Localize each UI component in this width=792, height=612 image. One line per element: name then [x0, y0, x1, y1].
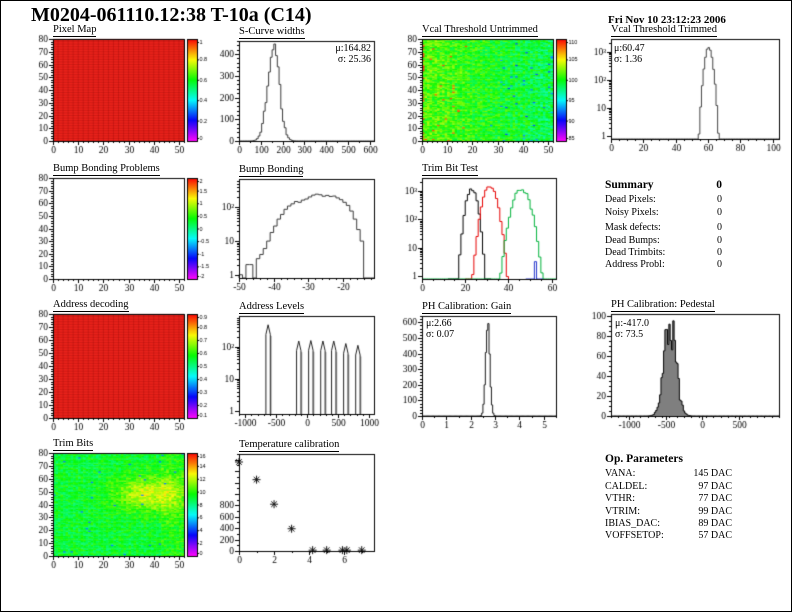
op-parameters-panel: Op. Parameters VANA: 145 DAC CALDEL: 97 DA… [605, 453, 732, 543]
stats-sigma: σ: 73.5 [615, 329, 644, 340]
chart-title-bump-bonding: Bump Bonding [239, 164, 304, 177]
summary-row-mask-defects: Mask defects: 0 [605, 222, 722, 234]
op-row-vana: VANA: 145 DAC [605, 468, 732, 480]
op-row-caldel: CALDEL: 97 DAC [605, 480, 732, 492]
chart-title-pixel-map: Pixel Map [53, 24, 97, 37]
summary-row-dead-pixels: Dead Pixels: 0 [605, 194, 722, 206]
chart-title-temperature-calibration: Temperature calibration [239, 439, 340, 452]
chart-pixel-map: Pixel Map [23, 23, 209, 161]
summary-heading: Summary [605, 179, 654, 191]
chart-title-trim-bit-test: Trim Bit Test [422, 163, 478, 176]
summary-row-address-probl: Address Probl: 0 [605, 259, 722, 271]
stats-sigma: σ: 0.07 [426, 329, 455, 340]
chart-title-address-decoding: Address decoding [53, 299, 129, 312]
op-parameters-heading: Op. Parameters [605, 453, 683, 465]
chart-ph-calibration-gain: PH Calibration: Gain [392, 300, 581, 436]
op-row-vtrim: VTRIM: 99 DAC [605, 505, 732, 517]
stats-mu: μ:60.47 [614, 43, 645, 54]
stats-ph-calibration-pedestal: μ:-417.0 σ: 73.5 [615, 318, 649, 340]
timestamp: Fri Nov 10 23:12:23 2006 [608, 14, 726, 26]
chart-bump-bonding-problems: Bump Bonding Problems [23, 162, 209, 299]
summary-row-dead-trimbits: Dead Trimbits: 0 [605, 247, 722, 259]
chart-title-vcal-threshold-trimmed: Vcal Threshold Trimmed [611, 24, 717, 37]
chart-s-curve-widths: S-Curve widths [209, 25, 399, 161]
chart-address-levels: Address Levels [209, 300, 399, 434]
chart-title-vcal-threshold-untrimmed: Vcal Threshold Untrimmed [422, 24, 538, 37]
chart-title-trim-bits: Trim Bits [53, 438, 94, 451]
chart-title-s-curve-widths: S-Curve widths [239, 26, 305, 39]
summary-total: 0 [716, 179, 722, 191]
stats-sigma: σ: 1.36 [614, 54, 643, 65]
chart-vcal-threshold-untrimmed: Vcal Threshold Untrimmed [392, 23, 578, 161]
stats-s-curve-widths: μ:164.82 σ: 25.36 [297, 43, 371, 65]
stats-vcal-threshold-trimmed: μ:60.47 σ: 1.36 [614, 43, 645, 65]
stats-sigma: σ: 25.36 [337, 54, 371, 65]
chart-trim-bits: Trim Bits [23, 437, 209, 576]
stats-mu: μ:164.82 [335, 43, 371, 54]
chart-address-decoding: Address decoding [23, 298, 209, 438]
summary-row-dead-bumps: Dead Bumps: 0 [605, 234, 722, 246]
stats-mu: μ:-417.0 [615, 318, 649, 329]
stats-mu: μ:2.66 [426, 318, 452, 329]
chart-bump-bonding: Bump Bonding [209, 163, 399, 298]
chart-title-address-levels: Address Levels [239, 301, 305, 314]
stats-ph-calibration-gain: μ:2.66 σ: 0.07 [426, 318, 454, 340]
chart-title-ph-calibration-pedestal: PH Calibration: Pedestal [611, 299, 715, 312]
chart-temperature-calibration: Temperature calibration [209, 438, 399, 571]
chart-ph-calibration-pedestal: PH Calibration: Pedestal [581, 298, 791, 436]
page-title: M0204-061110.12:38 T-10a (C14) [31, 4, 312, 26]
summary-row-noisy-pixels: Noisy Pixels: 0 [605, 206, 722, 218]
chart-trim-bit-test: Trim Bit Test [392, 162, 581, 299]
chart-vcal-threshold-trimmed: Vcal Threshold Trimmed [581, 23, 791, 159]
chart-title-ph-calibration-gain: PH Calibration: Gain [422, 301, 512, 314]
op-row-voffsetop: VOFFSETOP: 57 DAC [605, 530, 732, 542]
op-row-ibias-dac: IBIAS_DAC: 89 DAC [605, 518, 732, 530]
chart-title-bump-bonding-problems: Bump Bonding Problems [53, 163, 160, 176]
summary-panel: Summary 0 Dead Pixels: 0 Noisy Pixels: 0 M… [605, 179, 722, 272]
op-row-vthr: VTHR: 77 DAC [605, 493, 732, 505]
